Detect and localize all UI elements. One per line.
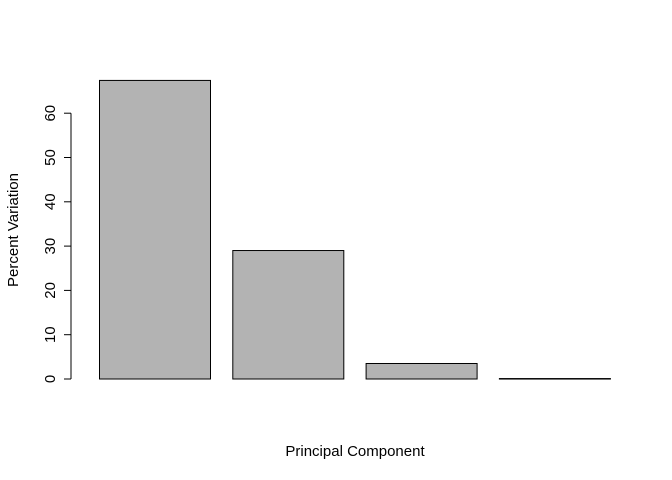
bar-pc3 [365,362,478,380]
y-ticks-group: 0 10 20 30 40 50 60 [42,105,71,383]
y-tick-label: 30 [42,238,59,255]
y-tick-label: 20 [42,282,59,299]
y-axis: 0 10 20 30 40 50 60 [42,105,72,383]
bar-pc4 [498,378,611,380]
bars-group [99,79,611,380]
x-axis-title: Principal Component [285,443,425,460]
y-tick-label: 0 [42,375,59,383]
bar-pc1 [99,79,211,380]
y-tick-label: 50 [42,149,59,166]
y-tick-label: 60 [42,105,59,122]
y-tick-label: 10 [42,326,59,343]
y-axis-title: Percent Variation [5,173,22,287]
y-tick-label: 40 [42,193,59,210]
bar-pc2 [232,250,345,380]
